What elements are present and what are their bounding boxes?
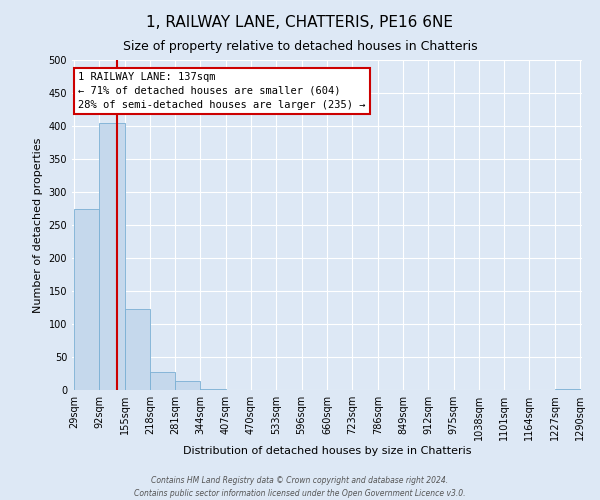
Bar — [150, 372, 175, 390]
Bar — [125, 310, 150, 390]
Bar — [200, 388, 226, 390]
Text: Contains HM Land Registry data © Crown copyright and database right 2024.
Contai: Contains HM Land Registry data © Crown c… — [134, 476, 466, 498]
Bar — [99, 122, 125, 390]
Bar — [175, 382, 200, 390]
Bar — [555, 388, 580, 390]
Text: 1, RAILWAY LANE, CHATTERIS, PE16 6NE: 1, RAILWAY LANE, CHATTERIS, PE16 6NE — [146, 15, 454, 30]
Text: 1 RAILWAY LANE: 137sqm
← 71% of detached houses are smaller (604)
28% of semi-de: 1 RAILWAY LANE: 137sqm ← 71% of detached… — [79, 72, 366, 110]
Bar — [74, 208, 99, 390]
Text: Size of property relative to detached houses in Chatteris: Size of property relative to detached ho… — [122, 40, 478, 53]
X-axis label: Distribution of detached houses by size in Chatteris: Distribution of detached houses by size … — [183, 446, 471, 456]
Y-axis label: Number of detached properties: Number of detached properties — [33, 138, 43, 312]
